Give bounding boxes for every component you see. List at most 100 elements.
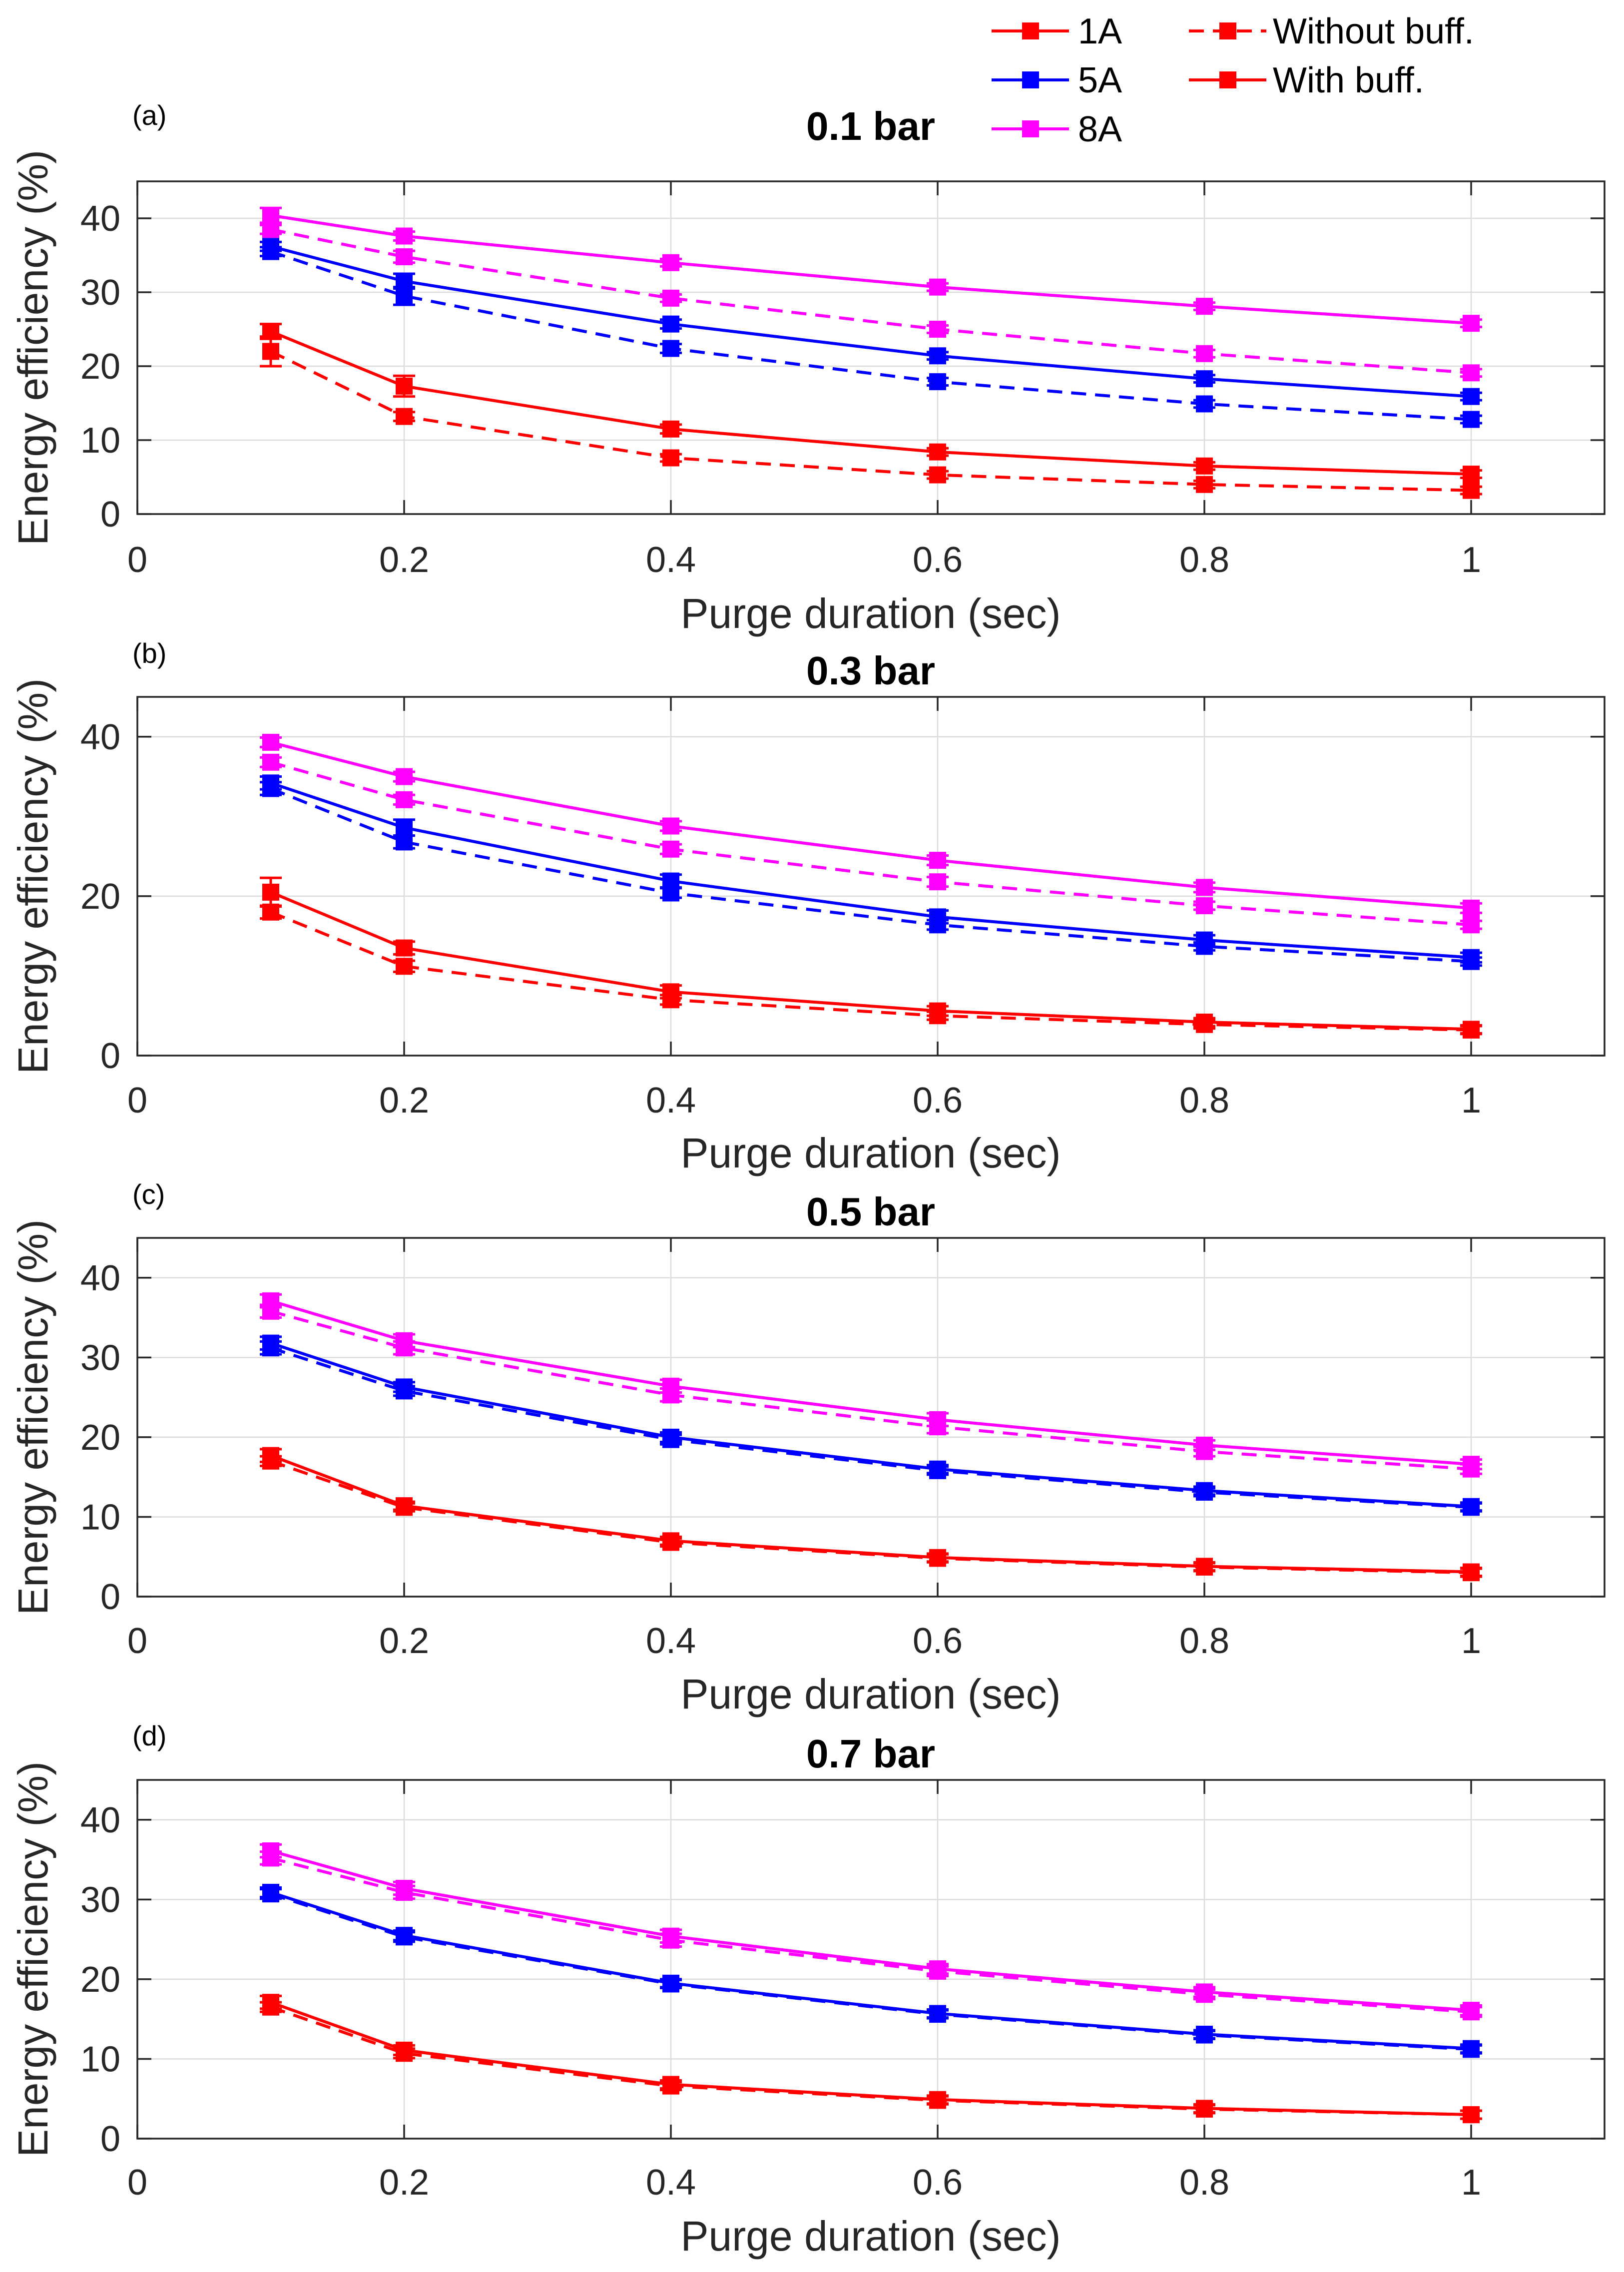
data-point (1196, 1483, 1213, 1501)
data-point (1196, 395, 1213, 413)
series-line (270, 228, 1472, 375)
series-line (270, 2005, 1472, 2117)
data-point (1463, 1460, 1480, 1478)
y-tick-label: 0 (100, 2119, 120, 2159)
x-tick-label: 0.4 (646, 1081, 696, 1121)
data-point (1463, 411, 1480, 428)
series-line (270, 350, 1472, 492)
x-tick-label: 1 (1461, 1081, 1481, 1121)
x-tick-label: 0.6 (913, 2163, 963, 2203)
series-line (270, 1309, 1472, 1471)
legend-label: With buff. (1273, 60, 1424, 100)
x-tick-label: 0.8 (1179, 1081, 1229, 1121)
series-line (270, 1299, 1472, 1466)
data-point (262, 1849, 279, 1867)
data-point (1463, 899, 1480, 917)
data-point (396, 248, 413, 265)
data-point (1196, 1558, 1213, 1576)
data-point (662, 254, 679, 271)
data-point (929, 2006, 946, 2023)
data-point (929, 1962, 946, 1980)
legend-marker (1219, 71, 1236, 88)
data-point (396, 791, 413, 808)
data-point (929, 373, 946, 391)
panel-title: 0.7 bar (806, 1731, 935, 1776)
x-tick-label: 0.6 (913, 1081, 963, 1121)
data-point (1196, 1986, 1213, 2003)
data-point (1463, 1021, 1480, 1039)
data-point (1463, 1499, 1480, 1516)
x-tick-label: 0.4 (646, 540, 696, 580)
data-point (1463, 466, 1480, 483)
data-point (662, 1931, 679, 1949)
series-line (270, 911, 1472, 1032)
y-tick-label: 10 (80, 421, 120, 461)
data-point (662, 315, 679, 333)
data-point (396, 939, 413, 957)
legend-marker (1022, 22, 1039, 39)
x-tick-label: 1 (1461, 2163, 1481, 2203)
data-point (396, 1382, 413, 1400)
y-tick-label: 20 (80, 1960, 120, 2000)
series-5a-without-buff (260, 243, 1482, 428)
legend-entry-with-buff: With buff. (1189, 60, 1424, 100)
data-point (1196, 298, 1213, 315)
data-point (262, 1998, 279, 2016)
data-point (662, 884, 679, 902)
series-1a-with-buff (260, 323, 1482, 483)
series-line (270, 245, 1472, 398)
data-point (662, 1386, 679, 1404)
y-tick-label: 0 (100, 1577, 120, 1617)
series-8a-without-buff (260, 1849, 1482, 2021)
data-point (662, 2077, 679, 2095)
y-tick-label: 20 (80, 1418, 120, 1458)
data-point (929, 278, 946, 296)
data-point (262, 1302, 279, 1320)
x-axis-label: Purge duration (sec) (680, 1671, 1061, 1717)
data-point (396, 227, 413, 245)
data-point (1196, 345, 1213, 362)
y-axis-label: Energy efficiency (%) (9, 150, 56, 546)
x-tick-label: 0.8 (1179, 2163, 1229, 2203)
data-point (1463, 2106, 1480, 2124)
data-point (396, 287, 413, 305)
data-point (262, 243, 279, 260)
x-tick-label: 0.4 (646, 1621, 696, 1661)
series-line (270, 1849, 1472, 2012)
series-8a-without-buff (260, 753, 1482, 934)
y-axis-label: Energy efficiency (%) (9, 1761, 56, 2157)
x-tick-label: 0.6 (913, 1621, 963, 1661)
data-point (1196, 2026, 1213, 2044)
panel-title: 0.1 bar (806, 104, 935, 148)
data-point (1196, 938, 1213, 955)
y-tick-label: 40 (80, 1258, 120, 1298)
data-point (929, 852, 946, 869)
data-point (662, 840, 679, 858)
y-tick-label: 40 (80, 717, 120, 757)
data-point (262, 903, 279, 921)
data-point (929, 466, 946, 484)
series-line (270, 787, 1472, 963)
data-point (1463, 388, 1480, 405)
data-point (396, 1499, 413, 1516)
data-point (929, 443, 946, 461)
y-tick-label: 0 (100, 495, 120, 535)
legend-label: 8A (1078, 109, 1122, 149)
x-tick-label: 0 (127, 540, 147, 580)
data-point (1196, 1443, 1213, 1460)
data-point (1196, 370, 1213, 388)
panel-label: (b) (132, 637, 166, 669)
legend-entry-8a: 8A (992, 109, 1122, 149)
legend-marker (1219, 22, 1236, 39)
data-point (929, 321, 946, 338)
series-line (270, 891, 1472, 1031)
series-line (270, 1856, 1472, 2014)
data-point (1463, 2041, 1480, 2058)
series-5a-without-buff (260, 1885, 1482, 2058)
data-point (396, 408, 413, 425)
y-tick-label: 30 (80, 1338, 120, 1378)
x-tick-label: 0.2 (379, 1621, 429, 1661)
